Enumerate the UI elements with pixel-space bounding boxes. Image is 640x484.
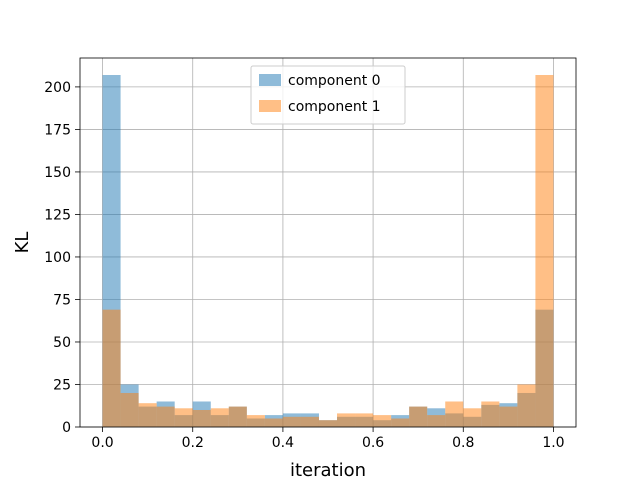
histogram-bars <box>102 75 554 427</box>
histogram-bar <box>156 406 175 427</box>
x-tick-label: 0.4 <box>272 435 294 451</box>
histogram-bar <box>373 415 392 427</box>
y-tick-label: 175 <box>44 122 71 138</box>
histogram-bar <box>517 384 536 427</box>
x-tick-label: 1.0 <box>542 435 564 451</box>
plot-frame <box>79 57 577 428</box>
histogram-bar <box>481 401 500 427</box>
histogram-bar <box>445 401 464 427</box>
histogram-bar <box>499 406 518 427</box>
histogram-bar <box>138 403 157 427</box>
x-axis-label: iteration <box>290 460 366 480</box>
y-tick-label: 0 <box>62 420 71 436</box>
y-tick-label: 150 <box>44 165 71 181</box>
series-1-bars <box>102 75 554 427</box>
legend-item: component 0 <box>259 73 381 89</box>
histogram-bar <box>300 416 319 427</box>
legend: component 0 component 1 <box>250 65 406 125</box>
x-tick-label: 0.0 <box>91 435 113 451</box>
histogram-bar <box>192 409 211 427</box>
histogram-bar <box>391 418 410 427</box>
legend-item: component 1 <box>259 99 381 115</box>
histogram-bar <box>535 75 554 427</box>
y-tick-label: 25 <box>53 377 71 393</box>
legend-box <box>250 65 406 125</box>
y-tick-label: 100 <box>44 250 71 266</box>
histogram-bar <box>318 420 338 427</box>
histogram-bar <box>355 413 374 427</box>
series-0-bars <box>102 75 554 427</box>
histogram-bar <box>264 418 283 427</box>
x-tick-label: 0.8 <box>452 435 474 451</box>
y-axis-label: KL <box>12 232 33 254</box>
y-tick-label: 125 <box>44 207 71 223</box>
legend-label: component 0 <box>288 73 381 89</box>
histogram-bar <box>463 408 482 427</box>
x-tick-label: 0.6 <box>362 435 384 451</box>
y-tick-label: 50 <box>53 335 71 351</box>
y-tick-label: 75 <box>53 292 71 308</box>
histogram-bar <box>427 415 446 427</box>
y-axis-ticks: 0 25 50 75 100 125 150 175 200 <box>44 80 80 436</box>
y-tick-label: 200 <box>44 80 71 96</box>
x-tick-label: 0.2 <box>182 435 204 451</box>
histogram-bar <box>228 406 247 427</box>
histogram-bar <box>409 406 428 427</box>
legend-label: component 1 <box>288 99 381 115</box>
histogram-bar <box>246 415 265 427</box>
legend-swatch <box>259 74 281 86</box>
histogram-bar <box>282 416 301 427</box>
histogram-bar <box>174 408 193 427</box>
x-axis-ticks: 0.0 0.2 0.4 0.6 0.8 1.0 <box>91 427 565 451</box>
histogram-bar <box>120 392 139 427</box>
histogram-bar <box>210 408 229 427</box>
histogram-bar <box>337 413 356 427</box>
histogram-bar <box>102 309 121 427</box>
legend-swatch <box>259 100 281 112</box>
